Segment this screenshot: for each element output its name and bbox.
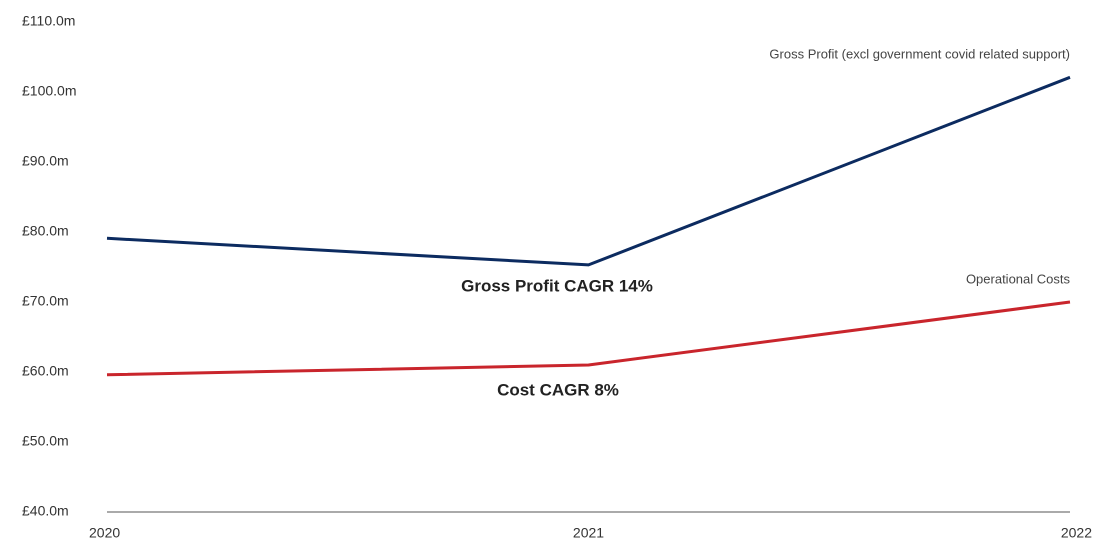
- x-tick-label: 2022: [1061, 525, 1092, 541]
- annotation: Cost CAGR 8%: [497, 380, 619, 399]
- y-tick-label: £40.0m: [22, 503, 69, 519]
- series-line: [106, 300, 1071, 377]
- x-tick-label: 2020: [89, 525, 120, 541]
- y-tick-label: £110.0m: [22, 13, 75, 29]
- series-label: Operational Costs: [966, 271, 1071, 286]
- x-tick-label: 2021: [573, 525, 604, 541]
- y-tick-label: £90.0m: [22, 153, 69, 169]
- series-line: [106, 75, 1071, 267]
- y-tick-label: £80.0m: [22, 223, 69, 239]
- series-label: Gross Profit (excl government covid rela…: [769, 47, 1070, 62]
- y-tick-label: £70.0m: [22, 293, 69, 309]
- y-tick-label: £100.0m: [22, 83, 76, 99]
- annotation: Gross Profit CAGR 14%: [461, 276, 653, 295]
- y-tick-label: £50.0m: [22, 433, 69, 449]
- y-tick-label: £60.0m: [22, 363, 69, 379]
